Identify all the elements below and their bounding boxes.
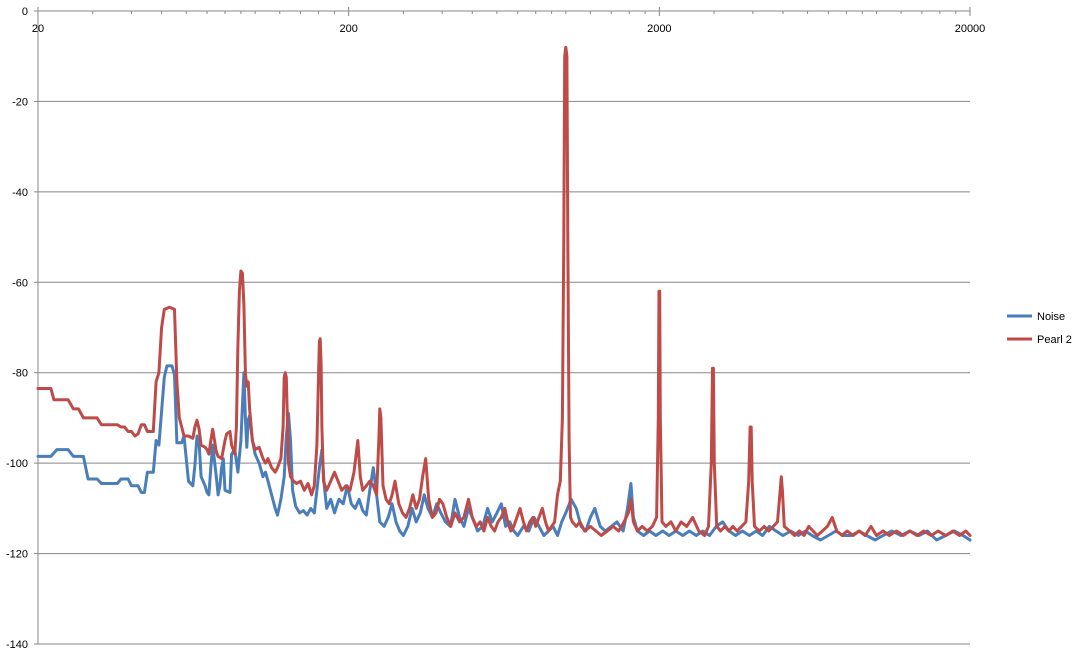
x-tick-label: 200 <box>339 23 357 35</box>
series-line-noise <box>36 364 972 542</box>
series-line-pearl-2 <box>36 45 972 537</box>
x-tick-label: 2000 <box>647 23 671 35</box>
axis-layer: 20 200 2000 20000 0 -20 -40 -60 -80 -100 -120 -140 <box>6 6 985 651</box>
y-tick-label: -80 <box>12 368 28 380</box>
y-tick-label: -40 <box>12 187 28 199</box>
grid-layer <box>38 100 970 645</box>
x-tick-label: 20000 <box>955 23 986 35</box>
y-tick-label: -140 <box>6 639 28 651</box>
y-tick-label: -100 <box>6 458 28 470</box>
series-layer <box>36 45 972 542</box>
legend-label: Noise <box>1037 311 1065 323</box>
legend-label: Pearl 2 <box>1037 334 1072 346</box>
y-tick-label: -20 <box>12 96 28 108</box>
y-tick-label: -120 <box>6 549 28 561</box>
x-tick-label: 20 <box>32 23 44 35</box>
legend: Noise Pearl 2 <box>1007 311 1072 346</box>
y-tick-label: 0 <box>22 6 28 18</box>
y-tick-label: -60 <box>12 277 28 289</box>
